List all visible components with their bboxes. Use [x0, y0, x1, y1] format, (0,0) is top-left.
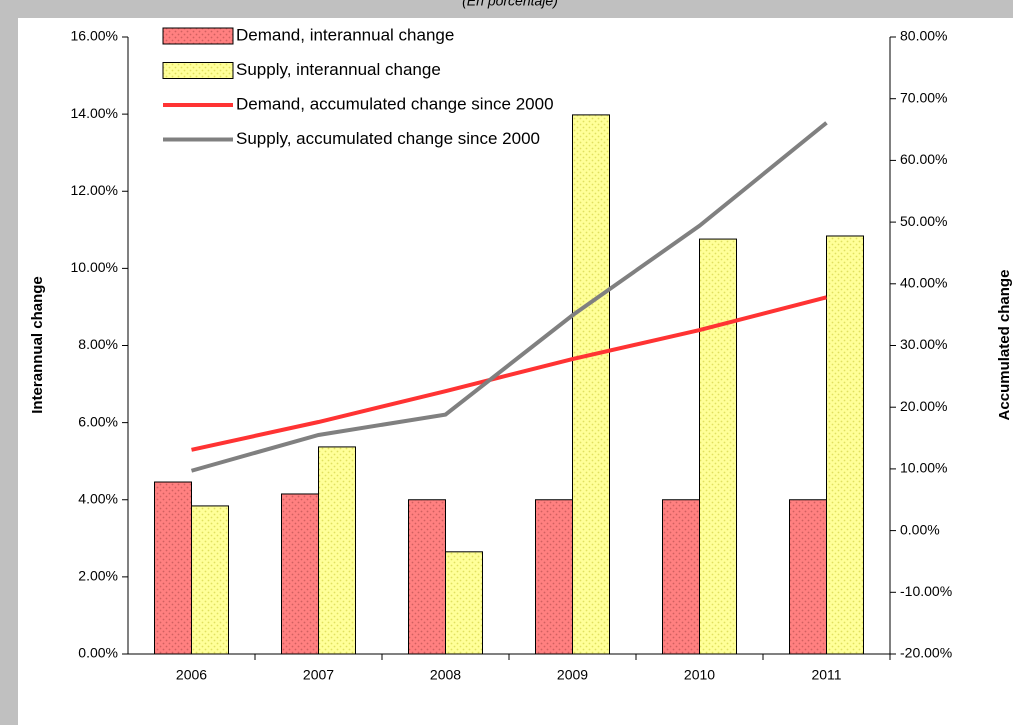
y2-tick-label: 80.00%	[900, 28, 947, 44]
y2-tick-label: -20.00%	[900, 645, 952, 661]
x-tick-label: 2007	[303, 667, 334, 683]
x-tick-label: 2006	[176, 667, 207, 683]
x-tick-label: 2011	[811, 667, 841, 683]
bar	[535, 499, 573, 655]
bar	[662, 499, 700, 655]
y-tick-label: 6.00%	[78, 413, 118, 429]
y2-tick-label: 40.00%	[900, 275, 947, 291]
x-tick-label: 2008	[430, 667, 461, 683]
y-tick-label: 10.00%	[71, 259, 118, 275]
y2-tick-label: 10.00%	[900, 460, 947, 476]
legend-label: Demand, accumulated change since 2000	[236, 94, 554, 113]
bar	[191, 505, 229, 655]
x-tick-label: 2009	[557, 667, 588, 683]
y2-tick-label: 70.00%	[900, 89, 947, 105]
legend-label: Demand, interannual change	[236, 25, 454, 44]
y2-tick-label: 50.00%	[900, 213, 947, 229]
line	[191, 295, 827, 452]
legend-swatch	[162, 27, 234, 45]
legend-label: Supply, accumulated change since 2000	[236, 129, 540, 148]
bar	[281, 493, 319, 655]
y-tick-label: 12.00%	[71, 182, 118, 198]
bar	[408, 499, 446, 655]
y2-tick-label: 30.00%	[900, 336, 947, 352]
y2-tick-label: 60.00%	[900, 151, 947, 167]
y-tick-label: 2.00%	[78, 568, 118, 584]
y-tick-label: 14.00%	[71, 105, 118, 121]
legend-swatch	[162, 62, 234, 79]
y2-tick-label: -10.00%	[900, 583, 952, 599]
line	[190, 121, 828, 473]
y-axis-label: Interannual change	[29, 276, 46, 414]
y-tick-label: 4.00%	[78, 490, 118, 506]
bar	[826, 235, 864, 655]
y2-tick-label: 0.00%	[900, 521, 940, 537]
y-tick-label: 0.00%	[78, 645, 118, 661]
bar	[445, 551, 483, 655]
legend-label: Supply, interannual change	[236, 60, 441, 79]
y-tick-label: 16.00%	[71, 28, 118, 44]
y-tick-label: 8.00%	[78, 336, 118, 352]
bar	[789, 499, 827, 655]
x-tick-label: 2010	[684, 667, 715, 683]
bar	[699, 238, 737, 655]
y2-tick-label: 20.00%	[900, 398, 947, 414]
bar	[572, 114, 610, 655]
subtitle: (En porcentaje)	[462, 0, 558, 9]
bar	[318, 446, 356, 655]
bar	[154, 481, 192, 655]
y2-axis-label: Accumulated change	[996, 270, 1013, 421]
